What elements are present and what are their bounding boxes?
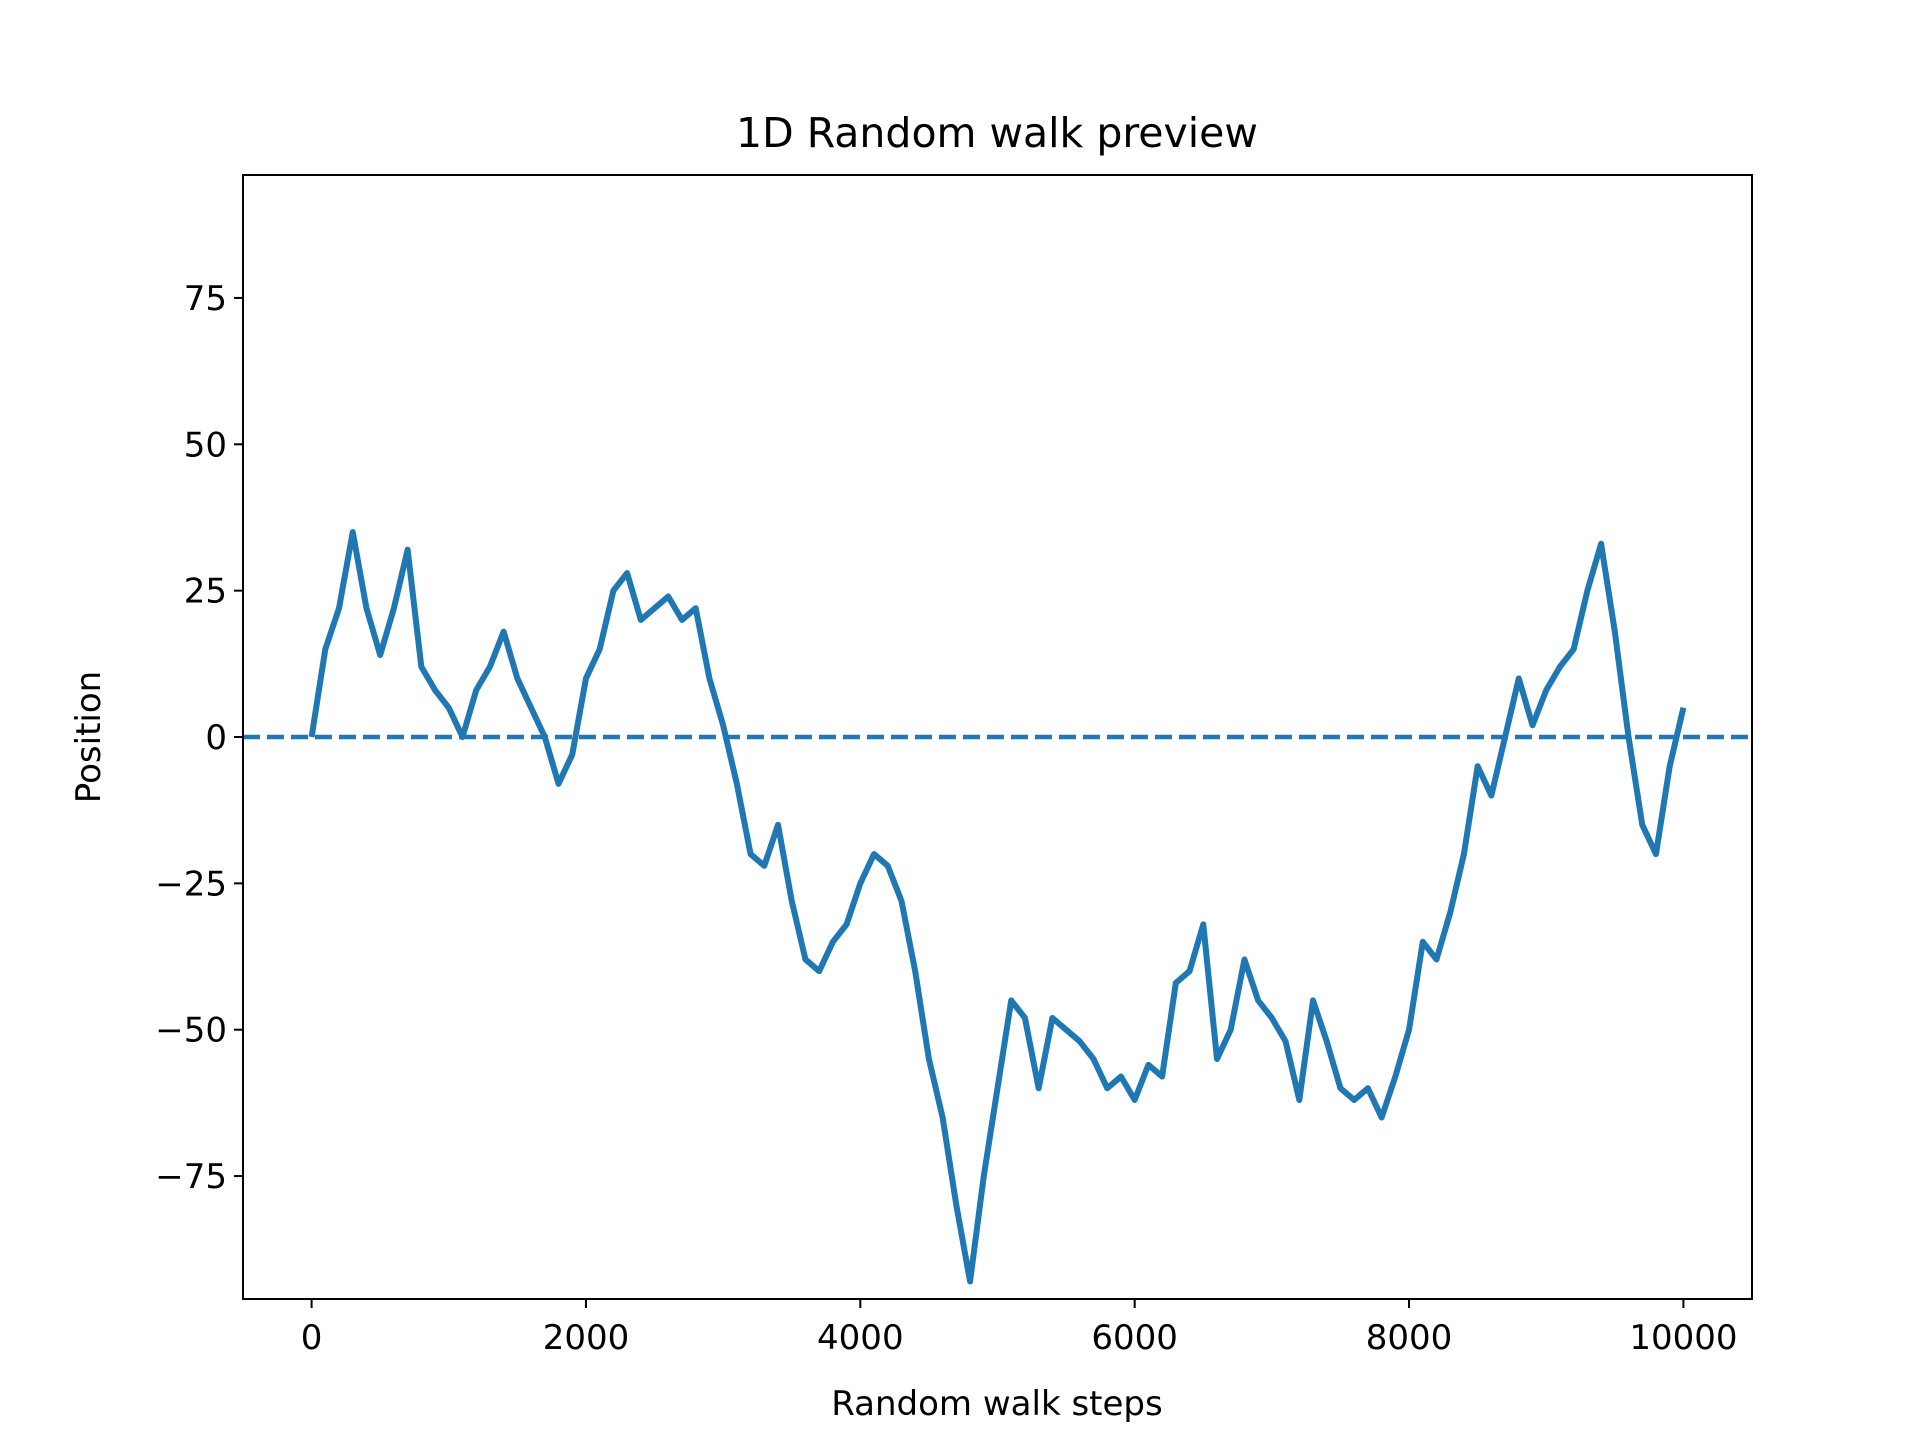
y-tick-label: 75 [184, 279, 227, 319]
x-tick-label: 8000 [1366, 1318, 1453, 1358]
x-tick-label: 2000 [543, 1318, 630, 1358]
y-tick-label: 50 [184, 425, 227, 465]
y-tick-label: 0 [205, 718, 227, 758]
data-line [308, 529, 1687, 1285]
x-tick-label: 4000 [817, 1318, 904, 1358]
plot-frame [242, 174, 1753, 1300]
y-axis-label: Position [69, 671, 109, 803]
y-tick-label: −25 [155, 864, 227, 904]
x-tick-label: 6000 [1091, 1318, 1178, 1358]
y-tick-label: −75 [155, 1157, 227, 1197]
x-tick-label: 10000 [1629, 1318, 1737, 1358]
x-axis-label: Random walk steps [831, 1384, 1162, 1424]
chart-title: 1D Random walk preview [736, 109, 1258, 157]
y-tick-label: −50 [155, 1011, 227, 1051]
x-tick-label: 0 [301, 1318, 323, 1358]
y-tick-label: 25 [184, 572, 227, 612]
